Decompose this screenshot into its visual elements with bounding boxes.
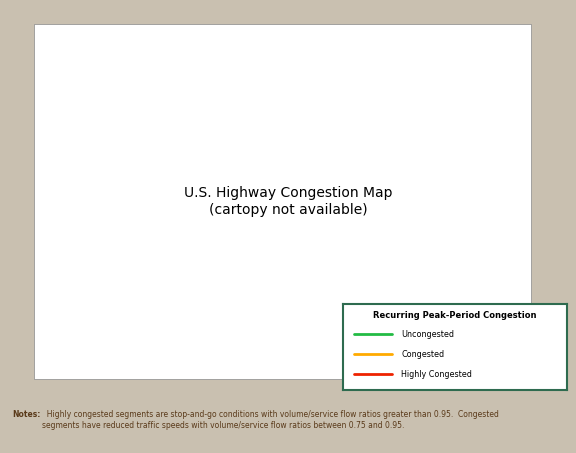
Text: Recurring Peak-Period Congestion: Recurring Peak-Period Congestion [373,311,537,320]
Text: Uncongested: Uncongested [401,330,454,339]
Text: Notes:: Notes: [13,410,41,419]
Text: U.S. Highway Congestion Map
(cartopy not available): U.S. Highway Congestion Map (cartopy not… [184,187,392,217]
FancyBboxPatch shape [34,24,530,379]
Text: Congested: Congested [401,350,444,359]
Text: Highly congested segments are stop-and-go conditions with volume/service flow ra: Highly congested segments are stop-and-g… [43,410,499,430]
Text: Highly Congested: Highly Congested [401,370,472,379]
